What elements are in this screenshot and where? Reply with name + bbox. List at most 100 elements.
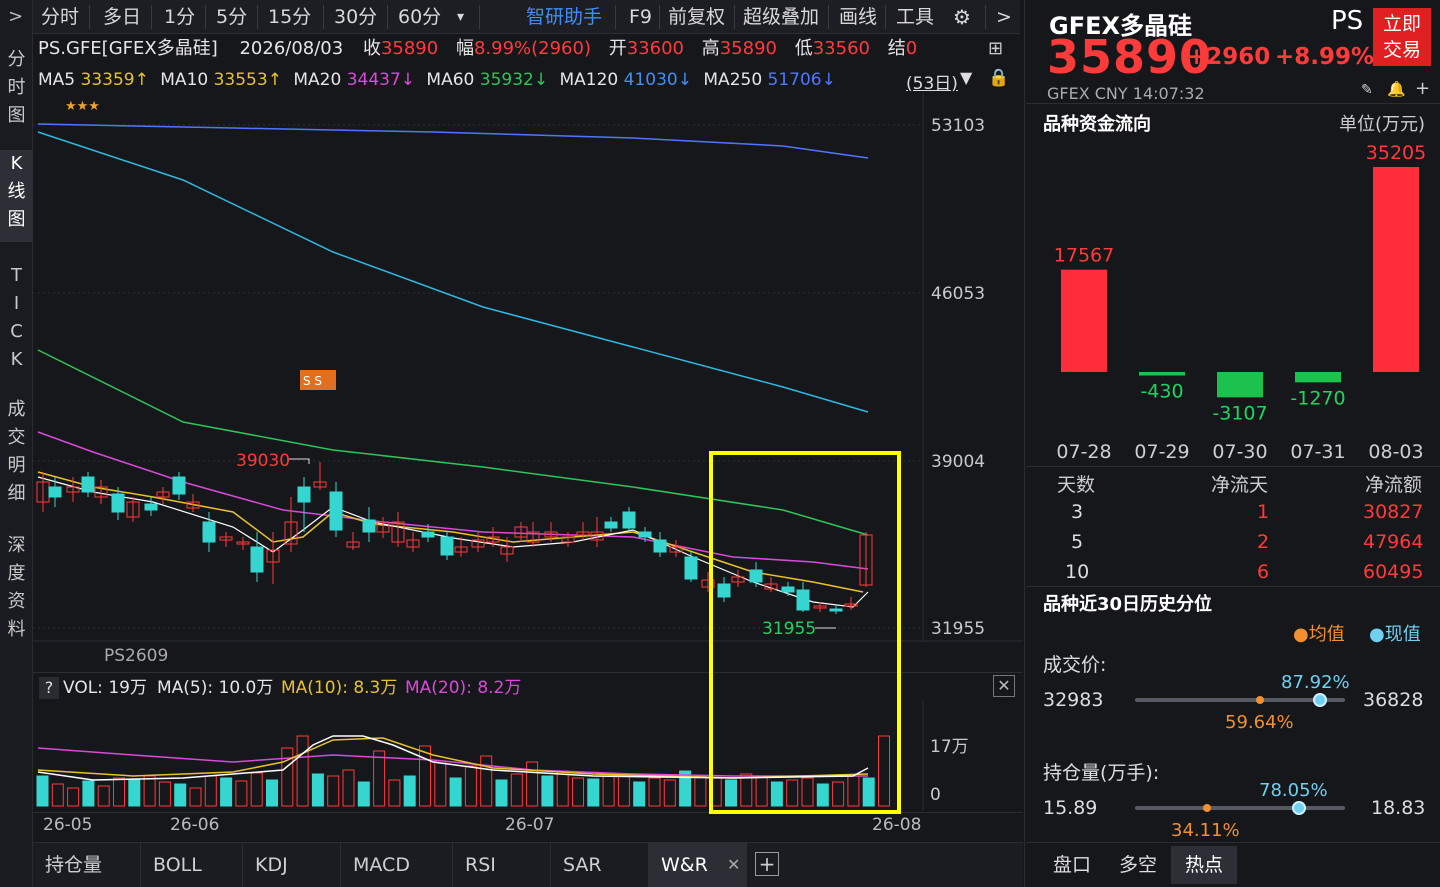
dropdown-icon[interactable]: ▾ [457, 9, 465, 25]
ma60-value: 35932↓ [479, 70, 549, 90]
add-icon[interactable]: + [1415, 78, 1431, 99]
tab-orderbook[interactable]: 盘口 [1052, 854, 1091, 876]
volume-bar [480, 755, 493, 807]
toolbar-item-30min[interactable]: 30分 [334, 6, 378, 28]
star-rating: ★★★ [65, 99, 100, 114]
toolbar-item-intraday[interactable]: 分时 [41, 6, 80, 28]
volume-header: ? VOL: 19万 MA(5): 10.0万 MA(10): 8.3万 MA(… [33, 672, 1023, 702]
ss-badge[interactable] [300, 370, 336, 390]
low-annotation: 31955 [762, 619, 816, 639]
volume-bar [495, 779, 508, 807]
nav-tab-trades[interactable]: 成 交 明 细 [7, 399, 26, 504]
nav-tab-tick[interactable]: T I C K [10, 265, 23, 370]
ma20-label: MA20 [293, 70, 342, 90]
price-avg-pct: 59.64% [1225, 712, 1294, 733]
period-dropdown-icon[interactable]: ▼ [960, 68, 973, 87]
tab-kdj[interactable]: KDJ [243, 843, 341, 887]
change-value: 8.99%(2960) [473, 38, 591, 59]
candle-body [829, 608, 843, 612]
candle-body [111, 493, 125, 513]
help-icon[interactable]: ? [39, 677, 59, 699]
chevron-right-icon[interactable]: > [8, 6, 24, 27]
tab-wr[interactable]: W&R [649, 843, 747, 887]
candle-body [454, 546, 468, 553]
candle-body [406, 539, 420, 548]
candle-body [297, 486, 311, 503]
chevron-right-icon[interactable]: > [996, 6, 1012, 28]
flow-value-label: -430 [1140, 381, 1183, 403]
nav-tab-kline[interactable]: K 线 图 [0, 150, 33, 242]
toolbar-item-60min[interactable]: 60分 [398, 6, 442, 28]
volume-bar [235, 780, 248, 807]
gear-icon[interactable]: ⚙ [953, 5, 971, 29]
toolbar-item-super-overlay[interactable]: 超级叠加 [743, 6, 820, 28]
change-label: 幅 [455, 38, 474, 59]
quote-line: PS.GFE[GFEX多晶硅] 2026/08/03 收35890 幅8.99%… [38, 38, 1023, 60]
ma120-label: MA120 [559, 70, 619, 90]
toolbar-item-5min[interactable]: 5分 [216, 6, 248, 28]
volume-bar [801, 777, 814, 807]
legend-current: ●现值 [1369, 624, 1421, 645]
lock-icon[interactable]: 🔒 [988, 68, 1010, 88]
candle-body [48, 486, 62, 498]
toolbar-item-forward-adjust[interactable]: 前复权 [668, 6, 726, 28]
close-icon[interactable]: ✕ [993, 675, 1015, 697]
tab-hot[interactable]: 热点 [1171, 846, 1237, 884]
x-label-aug: 26-08 [872, 815, 922, 835]
edit-icon[interactable]: ✎ [1361, 82, 1373, 98]
volume-bar [403, 775, 416, 807]
tab-close-icon[interactable]: ✕ [727, 855, 741, 874]
contract-label: PS2609 [104, 646, 169, 666]
trade-now-button[interactable]: 立即 交易 [1373, 8, 1431, 66]
row2-net-amount: 47964 [1363, 531, 1424, 553]
toolbar-item-15min[interactable]: 15分 [268, 6, 312, 28]
tab-long-short[interactable]: 多空 [1118, 854, 1157, 876]
toolbar-item-tools[interactable]: 工具 [896, 6, 935, 28]
period-selector[interactable]: (53日) [906, 74, 958, 94]
candle-body [172, 476, 186, 495]
row3-net-amount: 60495 [1363, 561, 1424, 583]
tab-sar[interactable]: SAR [551, 843, 649, 887]
high-annotation: 39030 [236, 451, 290, 471]
toolbar-item-research-assistant[interactable]: 智研助手 [526, 6, 603, 28]
row1-days: 3 [1071, 501, 1084, 523]
info-box-icon[interactable]: ⊞ [988, 38, 1004, 59]
flow-date-label: 07-28 [1056, 441, 1111, 463]
volume-bar [220, 777, 233, 807]
tab-boll[interactable]: BOLL [141, 843, 243, 887]
oi-max: 18.83 [1371, 797, 1426, 819]
ma120-value: 41030↓ [623, 70, 692, 90]
volume-bar [174, 783, 187, 807]
candle-body [250, 546, 264, 573]
low-value: 33560 [812, 38, 870, 59]
close-value: 35890 [380, 38, 439, 59]
nav-tab-intraday[interactable]: 分 时 图 [7, 49, 26, 126]
toolbar-item-f9[interactable]: F9 [629, 6, 653, 28]
volume-bar [587, 778, 600, 807]
row1-net-days: 1 [1257, 501, 1270, 523]
candle-body [576, 531, 590, 536]
volume-bar [67, 787, 80, 807]
volume-bar [464, 765, 477, 807]
tab-rsi[interactable]: RSI [453, 843, 551, 887]
tab-open-interest[interactable]: 持仓量 [33, 843, 141, 887]
candle-body [781, 586, 795, 593]
ma250-line [37, 123, 869, 159]
candle-body [266, 549, 280, 563]
toolbar-item-draw[interactable]: 画线 [839, 6, 878, 28]
toolbar-item-1min[interactable]: 1分 [164, 6, 196, 28]
high-label: 高 [701, 38, 720, 59]
tab-macd[interactable]: MACD [341, 843, 453, 887]
high-arrow [289, 458, 310, 464]
candle-body [421, 531, 435, 538]
add-tab-icon[interactable]: + [755, 852, 779, 876]
volume-bar [311, 773, 324, 807]
candle-body [81, 476, 95, 493]
candle-body [526, 531, 540, 543]
bell-icon[interactable]: 🔔 [1387, 80, 1406, 98]
volume-bar [786, 779, 799, 807]
kline-chart[interactable]: ★★★ S S 39030 31955 53103 46053 39004 31955 [33, 92, 1023, 642]
toolbar-item-multiday[interactable]: 多日 [103, 6, 142, 28]
nav-tab-depth[interactable]: 深 度 资 料 [7, 535, 26, 640]
ma120-line [37, 131, 869, 413]
